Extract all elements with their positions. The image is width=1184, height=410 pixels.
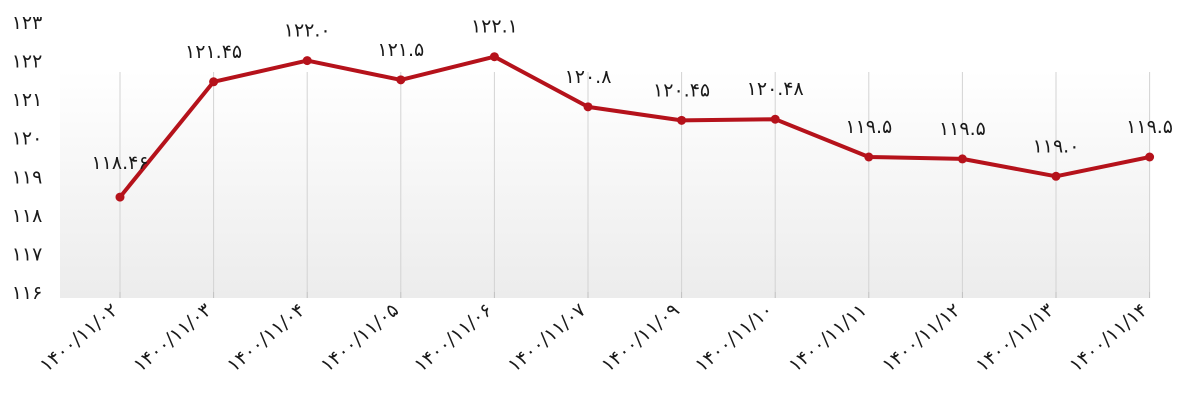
x-tick-label: ۱۴۰۰/۱۱/۱۳ xyxy=(972,299,1058,377)
data-label: ۱۲۱.۵ xyxy=(377,39,424,61)
data-label: ۱۱۹.۵ xyxy=(1126,116,1173,138)
plot-background xyxy=(60,70,1150,298)
y-tick-label: ۱۲۱ xyxy=(12,89,43,111)
y-tick-label: ۱۲۰ xyxy=(12,128,43,150)
data-point xyxy=(677,115,687,125)
data-label: ۱۱۹.۰ xyxy=(1033,135,1080,157)
data-label: ۱۱۹.۵ xyxy=(845,116,892,138)
y-axis: ۱۱۶ ۱۱۷ ۱۱۸ ۱۱۹ ۱۲۰ ۱۲۱ ۱۲۲ ۱۲۳ xyxy=(12,12,43,304)
data-label: ۱۲۱.۴۵ xyxy=(185,41,242,63)
data-label: ۱۲۰.۴۸ xyxy=(747,78,804,100)
data-point xyxy=(1051,171,1061,181)
data-point xyxy=(489,52,499,62)
data-label: ۱۱۸.۴۶ xyxy=(91,152,148,174)
x-axis: ۱۴۰۰/۱۱/۰۲ ۱۴۰۰/۱۱/۰۳ ۱۴۰۰/۱۱/۰۴ ۱۴۰۰/۱۱/۰۵… xyxy=(36,299,1152,377)
x-tick-label: ۱۴۰۰/۱۱/۱۱ xyxy=(785,299,871,377)
data-point xyxy=(770,114,780,124)
data-label: ۱۱۹.۵ xyxy=(939,118,986,140)
data-point xyxy=(957,154,967,164)
data-point xyxy=(209,77,219,87)
x-tick-label: ۱۴۰۰/۱۱/۱۴ xyxy=(1065,299,1151,377)
x-tick-label: ۱۴۰۰/۱۱/۱۰ xyxy=(691,299,777,377)
x-tick-label: ۱۴۰۰/۱۱/۰۵ xyxy=(317,299,403,377)
x-tick-label: ۱۴۰۰/۱۱/۰۴ xyxy=(223,299,309,377)
x-tick-label: ۱۴۰۰/۱۱/۱۲ xyxy=(878,299,964,377)
series-line-path xyxy=(118,54,1152,200)
x-tick-label: ۱۴۰۰/۱۱/۰۷ xyxy=(504,299,590,377)
data-point xyxy=(302,56,312,66)
y-tick-label: ۱۱۸ xyxy=(12,205,43,227)
y-tick-label: ۱۲۳ xyxy=(12,12,43,34)
data-points xyxy=(115,52,1155,202)
data-point xyxy=(864,152,874,162)
y-tick-label: ۱۲۲ xyxy=(12,51,43,73)
data-labels: ۱۱۸.۴۶ ۱۲۱.۴۵ ۱۲۲.۰ ۱۲۱.۵ ۱۲۲.۱ ۱۲۰.۸ ۱۲۰.۴۵ ۱۲… xyxy=(91,16,1173,174)
y-tick-label: ۱۱۷ xyxy=(12,243,43,265)
x-tick-label: ۱۴۰۰/۱۱/۰۳ xyxy=(129,299,215,377)
x-tick-label: ۱۴۰۰/۱۱/۰۶ xyxy=(410,299,496,377)
data-point xyxy=(1145,152,1155,162)
data-point xyxy=(396,75,406,85)
data-point xyxy=(115,192,125,202)
data-label: ۱۲۲.۱ xyxy=(471,16,518,38)
data-point xyxy=(583,102,593,112)
x-tick-label: ۱۴۰۰/۱۱/۰۲ xyxy=(36,299,122,377)
series-line xyxy=(118,54,1152,200)
y-tick-label: ۱۱۶ xyxy=(12,282,43,304)
data-label: ۱۲۰.۸ xyxy=(565,66,612,88)
y-tick-label: ۱۱۹ xyxy=(12,166,43,188)
data-label: ۱۲۲.۰ xyxy=(284,20,331,42)
x-tick-label: ۱۴۰۰/۱۱/۰۹ xyxy=(597,299,683,377)
data-label: ۱۲۰.۴۵ xyxy=(653,79,710,101)
